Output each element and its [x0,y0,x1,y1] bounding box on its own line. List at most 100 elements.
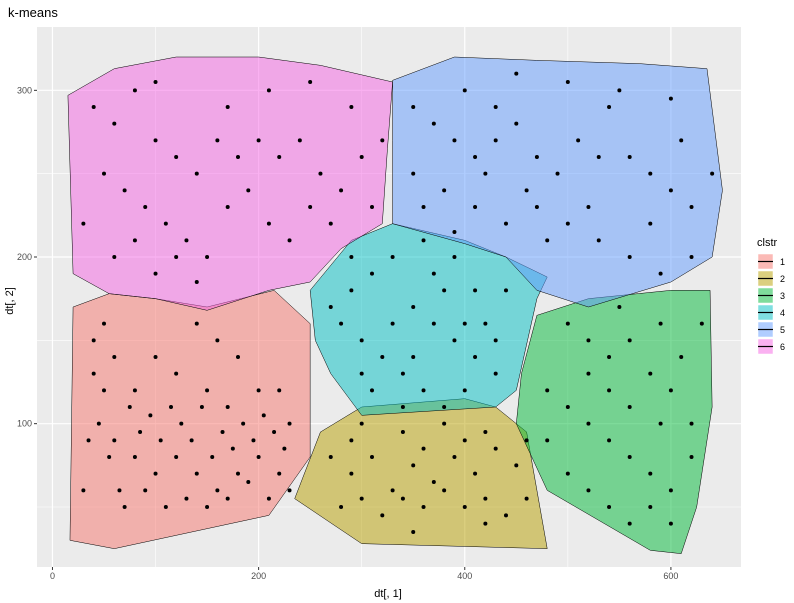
data-point [349,288,354,293]
data-point [462,505,467,509]
data-point [411,463,416,468]
legend-label-4: 4 [780,308,785,318]
cluster-hull-6 [67,56,393,311]
data-point [112,255,117,259]
data-point [143,205,148,209]
data-point [328,455,333,459]
data-point [586,371,591,376]
data-point [400,405,405,409]
data-point [339,505,344,509]
data-point [225,105,230,109]
data-point [256,455,261,459]
data-point [565,471,570,476]
data-point [658,421,663,426]
data-point [266,221,271,226]
data-point [627,255,632,259]
data-point [277,471,282,476]
data-point [205,505,210,509]
cluster-hull-3 [516,290,713,554]
data-point [586,205,591,209]
data-point [442,488,447,493]
data-point [287,488,292,493]
data-point [163,221,168,226]
data-point [462,388,467,393]
data-point [369,205,374,209]
legend: clstr 1 2 3 4 5 6 [757,237,785,355]
data-point [442,188,447,193]
data-point [174,455,179,459]
data-point [194,171,199,176]
data-point [545,238,550,243]
data-point [241,421,246,426]
data-point [308,205,313,209]
data-point [153,80,158,84]
data-point [668,488,673,493]
data-point [607,505,612,509]
data-point [272,430,277,434]
data-point [199,405,204,409]
cluster-hulls [67,56,723,554]
data-point [246,188,251,193]
data-point [596,238,601,243]
data-point [132,455,137,459]
data-point [627,455,632,459]
data-point [431,271,436,276]
data-point [297,138,302,143]
data-point [194,321,199,326]
data-point [576,138,581,143]
data-point [442,405,447,409]
data-point [503,288,508,293]
data-point [91,105,96,109]
data-point [282,446,287,451]
data-point [359,371,364,376]
data-point [473,471,478,476]
data-point [328,221,333,226]
data-point [617,305,622,309]
data-point [421,205,426,209]
data-point [648,505,653,509]
data-point [689,205,694,209]
data-point [235,155,240,159]
data-point [184,238,189,243]
data-point [607,355,612,359]
data-point [179,421,184,426]
data-point [359,496,364,501]
data-point [411,305,416,309]
data-point [101,321,106,326]
data-point [586,421,591,426]
data-point [627,521,632,526]
data-point [411,530,416,534]
data-point [689,421,694,426]
legend-label-3: 3 [780,291,785,301]
data-point [421,446,426,451]
data-point [534,155,539,159]
data-point [225,205,230,209]
data-point [359,155,364,159]
data-point [390,321,395,326]
data-point [153,138,158,143]
data-point [534,205,539,209]
data-point [287,238,292,243]
data-point [163,505,168,509]
data-point [91,338,96,343]
data-point [112,355,117,359]
data-point [205,388,210,393]
data-point [514,121,519,126]
data-point [648,471,653,476]
data-point [452,338,457,343]
data-point [493,105,498,109]
data-point [483,496,488,501]
data-point [565,80,570,84]
data-point [545,388,550,393]
data-point [452,230,457,234]
data-point [483,171,488,176]
data-point [107,455,112,459]
data-point [473,288,478,293]
data-point [380,513,385,518]
data-point [483,321,488,326]
data-point [277,388,282,393]
legend-label-2: 2 [780,274,785,284]
data-point [493,446,498,451]
data-point [648,171,653,176]
data-point [648,221,653,226]
